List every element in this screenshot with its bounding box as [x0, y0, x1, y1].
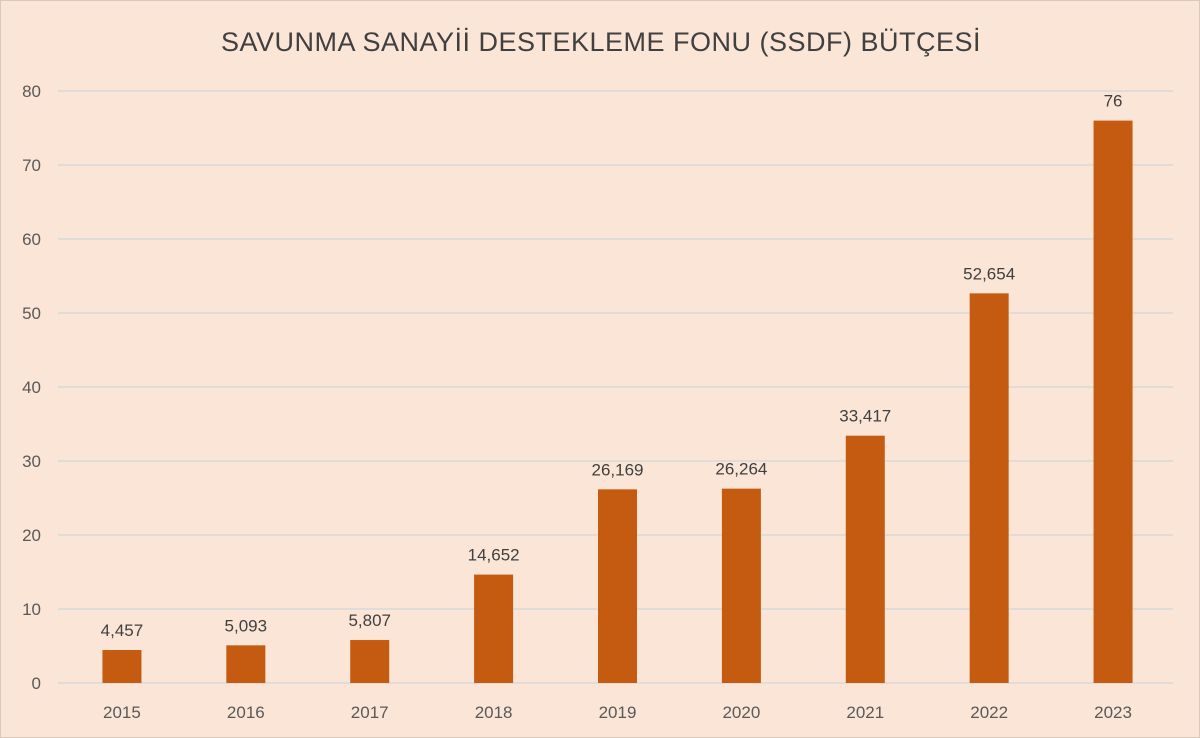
x-tick-label: 2023	[1094, 703, 1132, 722]
bar	[102, 650, 142, 683]
y-tick-label: 40	[22, 378, 41, 397]
data-label: 5,807	[348, 611, 391, 630]
data-label: 26,169	[592, 460, 644, 479]
bar	[721, 488, 761, 683]
x-tick-label: 2022	[970, 703, 1008, 722]
x-tick-label: 2020	[722, 703, 760, 722]
data-label: 76	[1104, 92, 1123, 111]
data-label: 52,654	[963, 264, 1015, 283]
chart-title: SAVUNMA SANAYİİ DESTEKLEME FONU (SSDF) B…	[220, 27, 982, 57]
y-tick-label: 70	[22, 156, 41, 175]
x-tick-label: 2015	[103, 703, 141, 722]
y-tick-label: 60	[22, 230, 41, 249]
x-tick-label: 2016	[227, 703, 265, 722]
x-tick-label: 2018	[475, 703, 513, 722]
y-tick-label: 80	[22, 82, 41, 101]
bar	[226, 645, 266, 683]
data-label: 14,652	[468, 546, 520, 565]
data-label: 33,417	[839, 407, 891, 426]
y-tick-label: 20	[22, 526, 41, 545]
bar	[969, 293, 1009, 683]
bar	[1093, 120, 1133, 684]
data-label: 26,264	[715, 460, 767, 479]
x-tick-label: 2017	[351, 703, 389, 722]
x-tick-label: 2019	[599, 703, 637, 722]
y-tick-label: 10	[22, 600, 41, 619]
x-tick-label: 2021	[846, 703, 884, 722]
bar	[598, 489, 637, 683]
bar	[845, 435, 885, 683]
y-tick-label: 30	[22, 452, 41, 471]
bar	[350, 640, 390, 683]
bar	[474, 574, 514, 683]
y-tick-label: 0	[32, 674, 41, 693]
y-tick-label: 50	[22, 304, 41, 323]
data-label: 4,457	[101, 621, 144, 640]
data-label: 5,093	[225, 616, 268, 635]
